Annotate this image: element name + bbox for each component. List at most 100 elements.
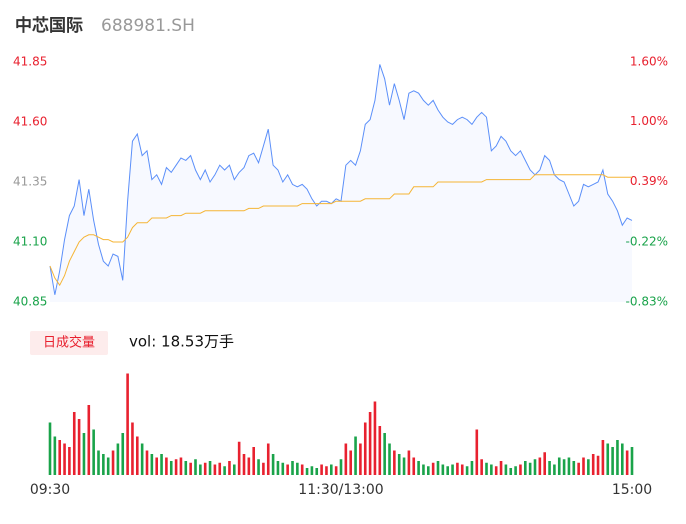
volume-bar [567, 457, 571, 475]
volume-bar [528, 462, 532, 475]
volume-bar [393, 450, 396, 475]
volume-bar [630, 447, 634, 475]
volume-bar [291, 461, 294, 475]
volume-bar [203, 462, 207, 475]
volume-bar [194, 459, 197, 475]
volume-bar [417, 461, 420, 475]
volume-bar [276, 461, 280, 475]
volume-bar [557, 457, 561, 475]
y-tick-label: 40.85 [13, 295, 47, 309]
volume-bar [58, 440, 61, 475]
volume-bar [344, 443, 348, 475]
volume-bar [218, 462, 222, 475]
volume-bar [407, 450, 411, 475]
volume-bar [519, 464, 522, 475]
y2-tick-label: 1.00% [630, 114, 668, 128]
y-tick-label: 41.35 [13, 175, 47, 189]
volume-bar [456, 462, 459, 475]
volume-bar [577, 462, 580, 475]
volume-bar [363, 422, 367, 475]
volume-bar [223, 466, 226, 475]
volume-bar [359, 443, 362, 475]
volume-bar [616, 440, 619, 475]
volume-bar [310, 466, 314, 475]
price-area [50, 64, 632, 303]
volume-bar [320, 464, 323, 475]
volume-bar [140, 443, 144, 475]
volume-bar [242, 454, 246, 475]
volume-summary: vol: 18.53万手 [129, 333, 234, 351]
y2-tick-label: -0.22% [626, 234, 668, 248]
volume-bar [97, 450, 100, 475]
volume-bar [611, 447, 614, 475]
volume-bar [504, 464, 508, 475]
volume-bar [213, 464, 217, 475]
volume-bar [136, 436, 139, 475]
volume-bar [388, 443, 391, 475]
volume-bar [262, 462, 265, 475]
volume-bar [315, 468, 319, 475]
volume-bar [499, 461, 503, 475]
volume-bar [548, 461, 551, 475]
volume-bar [266, 443, 270, 475]
volume-bar [87, 405, 91, 475]
volume-bar [72, 412, 76, 475]
volume-bar [412, 457, 416, 475]
volume-bar [533, 459, 537, 475]
volume-bar [252, 447, 255, 475]
volume-bar [300, 464, 304, 475]
volume-bar [53, 436, 57, 475]
volume-bar [233, 464, 236, 475]
volume-bar [208, 461, 212, 475]
volume-bar [582, 457, 585, 475]
volume-bar [271, 454, 275, 475]
y2-tick-label: 0.39% [630, 174, 668, 188]
volume-bar [490, 464, 493, 475]
volume-bar [145, 450, 149, 475]
y2-tick-label: -0.83% [626, 295, 668, 309]
volume-bar [199, 464, 202, 475]
volume-bar [553, 464, 556, 475]
volume-bar [543, 452, 546, 475]
volume-bar [82, 433, 86, 475]
volume-bar [339, 459, 343, 475]
volume-bar [281, 462, 285, 475]
volume-bar [538, 457, 542, 475]
volume-bar [621, 443, 624, 475]
volume-bar [160, 454, 163, 475]
x-tick-label: 11:30/13:00 [298, 482, 383, 498]
volume-bar [378, 426, 382, 475]
volume-bar [427, 466, 430, 475]
volume-bar [402, 457, 406, 475]
volume-bar [591, 454, 595, 475]
volume-bar [460, 464, 464, 475]
volume-bar [131, 422, 134, 475]
volume-bar [572, 461, 576, 475]
volume-bar [286, 464, 289, 475]
volume-bar [296, 462, 299, 475]
volume-bar [422, 464, 425, 475]
volume-bar [601, 440, 605, 475]
volume-bar [397, 454, 401, 475]
volume-bar [446, 466, 449, 475]
volume-tab[interactable] [30, 331, 108, 355]
volume-bar [257, 459, 260, 475]
volume-bar [184, 461, 188, 475]
volume-bar [150, 454, 154, 475]
volume-bar [441, 464, 445, 475]
volume-bar [587, 459, 590, 475]
volume-bar [77, 419, 81, 475]
volume-bar [92, 429, 95, 475]
volume-bar [475, 429, 479, 475]
volume-bar [480, 459, 483, 475]
volume-bar [111, 450, 115, 475]
volume-bar [334, 466, 338, 475]
volume-tab-label[interactable]: 日成交量 [43, 335, 95, 351]
volume-bar [383, 433, 386, 475]
volume-bar [155, 457, 158, 475]
volume-bar [48, 422, 52, 475]
volume-bar [368, 412, 372, 475]
volume-bar [305, 468, 309, 475]
